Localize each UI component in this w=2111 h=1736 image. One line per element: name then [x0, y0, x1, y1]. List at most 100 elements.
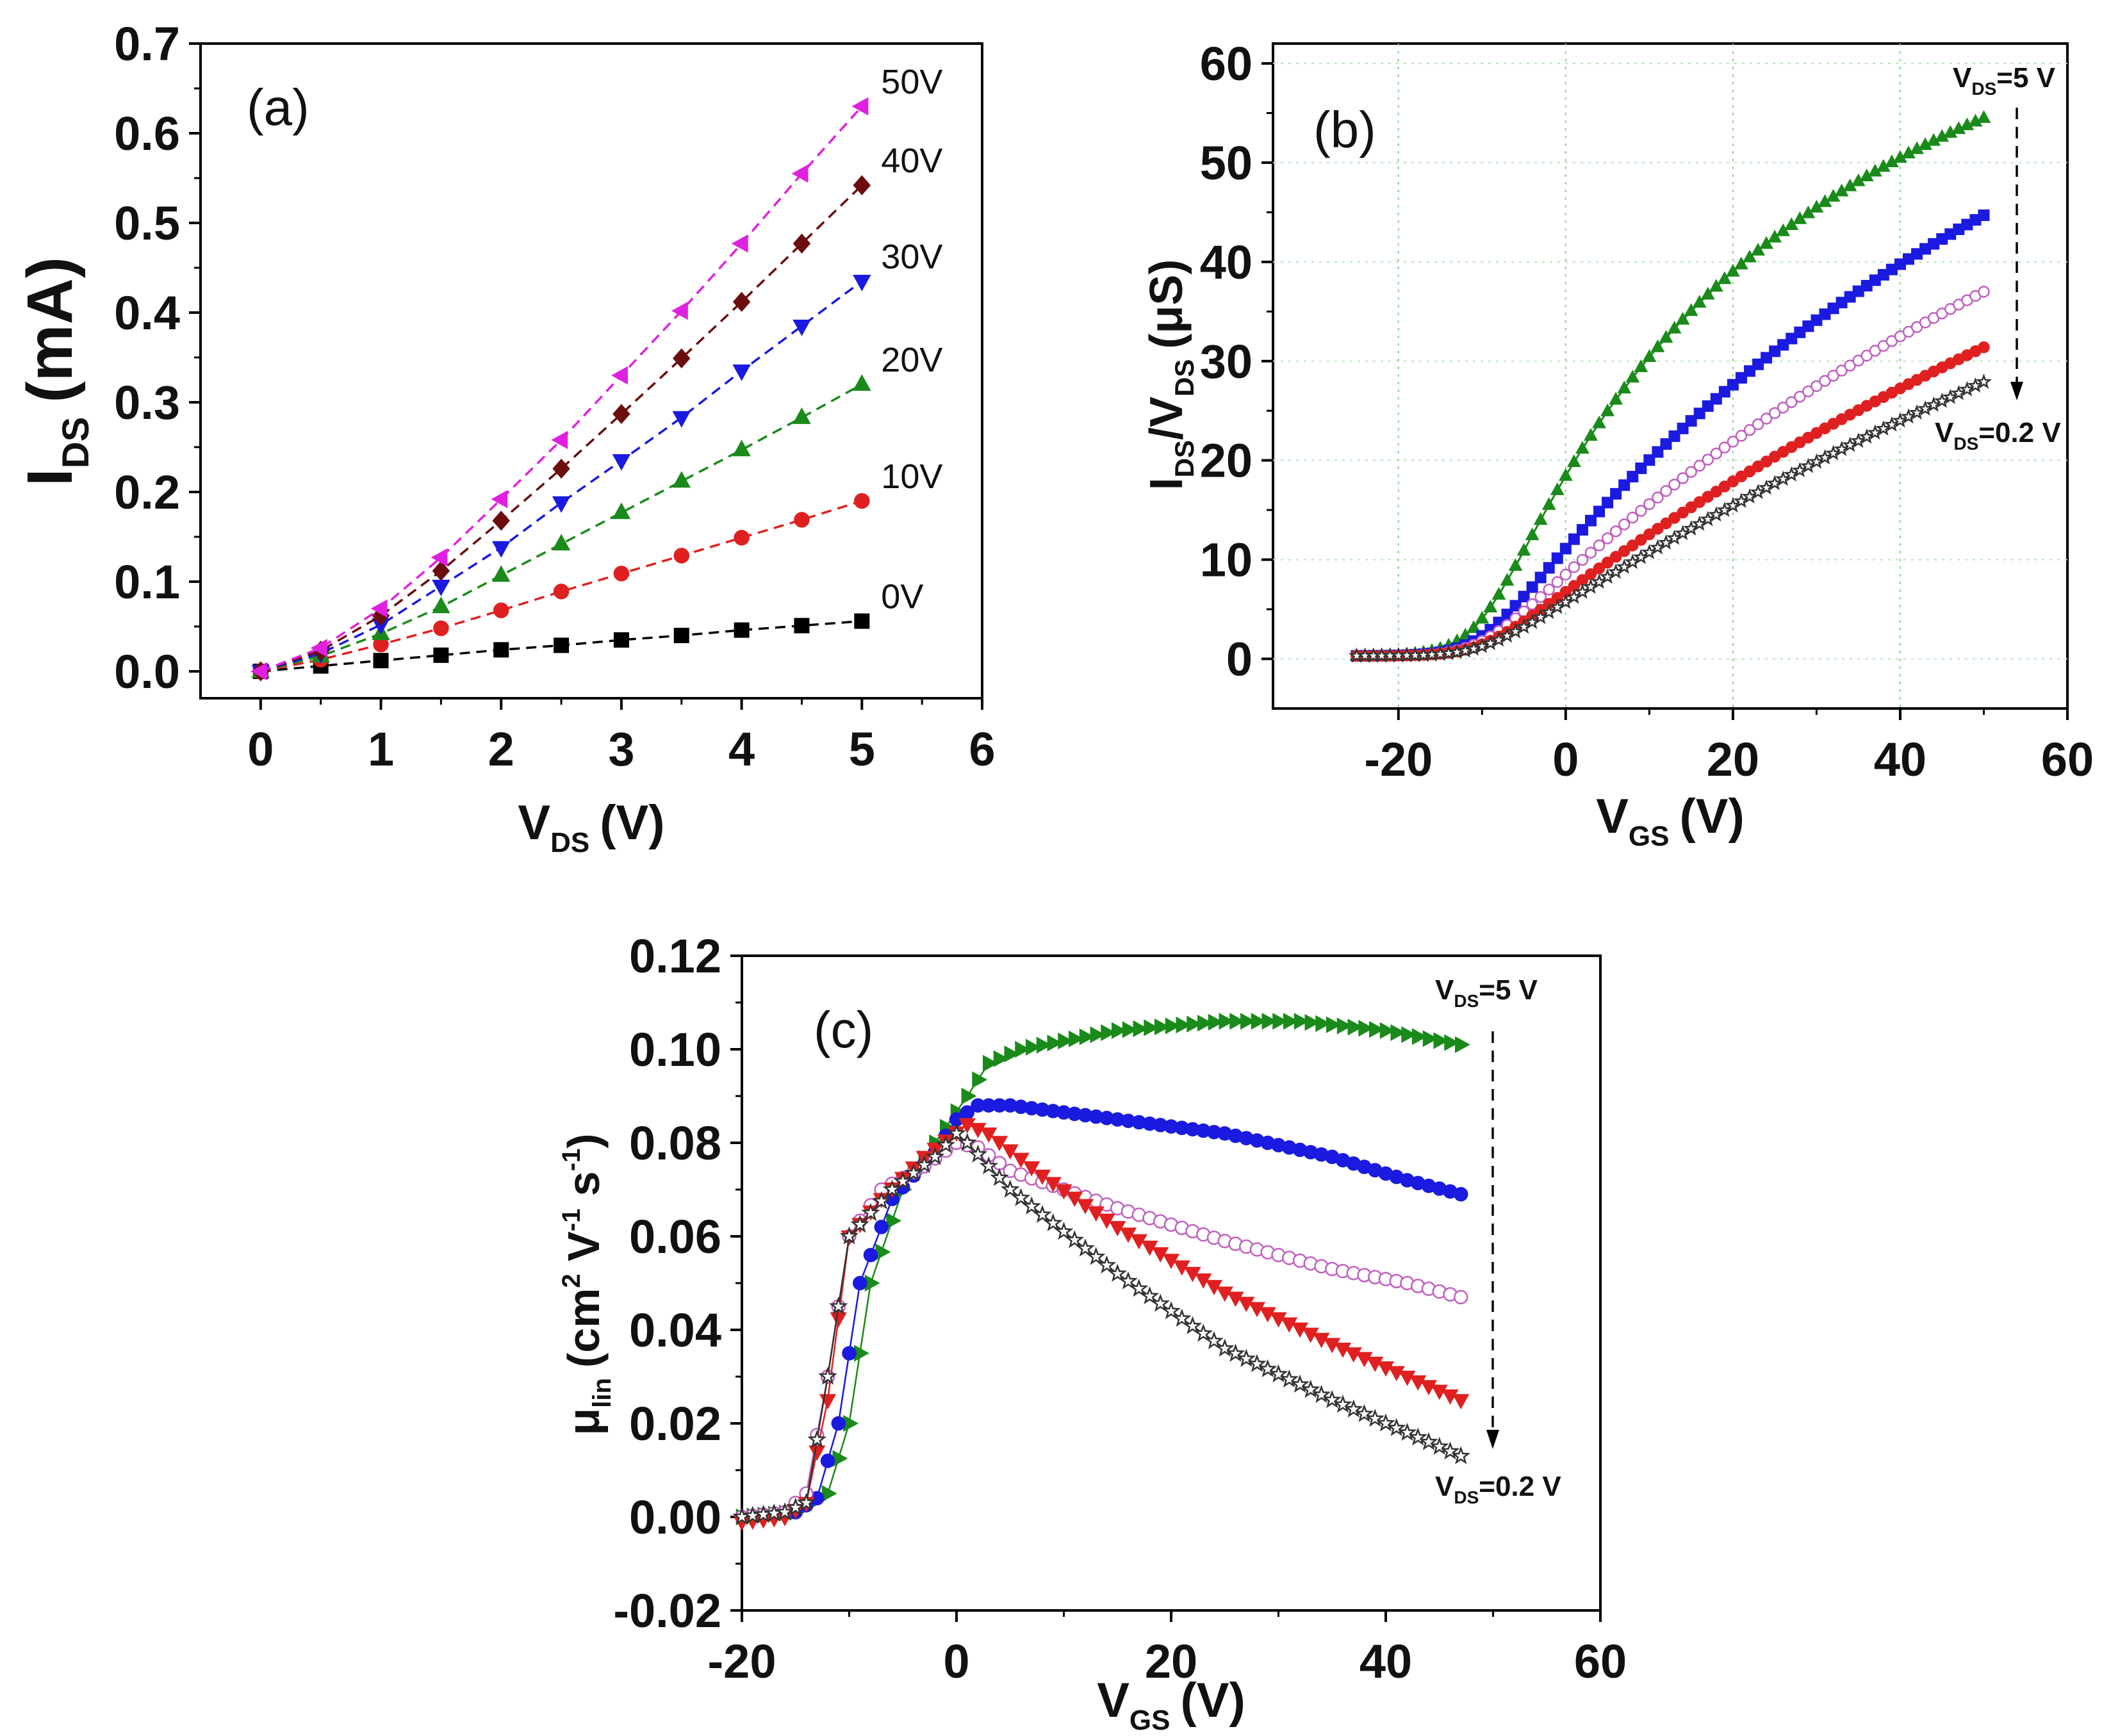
panel-c-data-point	[1356, 1352, 1373, 1368]
panel-a-data-point	[552, 458, 570, 479]
panel-c-data-point	[1219, 1013, 1235, 1030]
panel-a-data-point	[794, 512, 810, 528]
panel-c-x-title-sub: GS	[1129, 1705, 1170, 1736]
panel-b-data-point	[1541, 497, 1556, 510]
panel-c-y-title: μlin(cm2 V-1 s-1)	[557, 1133, 616, 1435]
panel-b-data-point	[1551, 576, 1564, 588]
panel-b-data-point	[1635, 534, 1647, 546]
panel-c-data-point	[893, 1171, 913, 1190]
panel-c-data-point	[1165, 1017, 1181, 1035]
panel-c-data-point	[1044, 1177, 1062, 1193]
panel-a-series-40V	[252, 175, 871, 682]
panel-c-data-point	[828, 1296, 848, 1315]
panel-b-data-point	[1836, 364, 1848, 377]
panel-b-data-point	[1684, 303, 1698, 316]
panel-b-annotation-bottom-rest: =0.2 V	[1978, 417, 2061, 448]
panel-b-data-point	[1959, 381, 1975, 397]
panel-c-data-point	[1261, 1013, 1277, 1030]
panel-c-data-point	[1315, 1015, 1331, 1032]
panel-a-data-point	[492, 511, 510, 531]
panel-c-x-title-main: V	[1097, 1673, 1129, 1728]
panel-b-annotation-top-v: V	[1953, 62, 1972, 94]
panel-a-y-title: IDS (mA)	[14, 257, 97, 486]
panel-b-data-point	[1593, 539, 1606, 552]
panel-a-xtick-label: 5	[849, 723, 875, 776]
panel-a-data-point	[492, 565, 511, 582]
panel-c-data-point	[925, 1147, 945, 1165]
panel-c-data-point	[1354, 1404, 1374, 1423]
panel-a-series-line	[260, 280, 863, 673]
panel-c-y-title-sup-b: -1	[557, 1209, 586, 1232]
panel-b-annotation-bottom-v: V	[1935, 417, 1954, 448]
panel-b-data-point	[1734, 256, 1748, 270]
panel-a-data-point	[673, 348, 691, 369]
panel-b-data-point	[1766, 475, 1783, 491]
panel-b-data-point	[1791, 462, 1808, 478]
panel-b-data-point	[1534, 591, 1547, 603]
panel-c-data-point	[1144, 1019, 1160, 1036]
panel-c-data-point	[1247, 1354, 1267, 1372]
panel-c-y-title-unit-c: s	[559, 1171, 609, 1208]
panel-a-data-point	[612, 404, 630, 424]
panel-c-series-VDS=0.2-V	[732, 1123, 1471, 1525]
panel-c-data-point	[1294, 1013, 1310, 1030]
panel-b-data-point	[1811, 380, 1823, 392]
panel-a-data-point	[552, 496, 571, 513]
panel-c-data-point	[1433, 1032, 1449, 1049]
panel-a-series-10V	[252, 493, 870, 680]
panel-c-data-point	[957, 1133, 977, 1151]
panel-b-data-point	[1702, 400, 1714, 412]
panel-b-data-point	[1710, 486, 1723, 498]
panel-b-data-point	[1558, 468, 1573, 481]
panel-c-data-point	[1026, 1038, 1041, 1056]
panel-b-data-point	[1643, 454, 1655, 466]
panel-b-data-point	[1816, 449, 1834, 465]
panel-b-data-point	[1635, 505, 1647, 517]
panel-c-data-point	[1033, 1169, 1051, 1185]
panel-c-data-point	[969, 1122, 987, 1138]
panel-b-data-point	[1827, 370, 1839, 382]
panel-b-data-point	[1627, 539, 1639, 552]
panel-b-vds-arrowhead	[2010, 382, 2023, 400]
panel-b-annotation-top-sub: DS	[1971, 79, 1996, 99]
panel-b-y-title-sub: DS	[1169, 440, 1199, 477]
panel-c-data-point	[1369, 1020, 1384, 1038]
panel-b-data-point	[1759, 236, 1774, 249]
panel-a-data-point	[433, 620, 449, 637]
panel-b-ytick-label: 0	[1226, 633, 1253, 686]
panel-b-data-point	[1609, 550, 1622, 563]
panel-a-y-title-main: I	[14, 468, 86, 486]
panel-b-data-point	[1827, 302, 1839, 315]
panel-b-data-point	[1850, 432, 1867, 448]
panel-a-series-line	[260, 184, 863, 673]
panel-b-data-point	[1950, 384, 1967, 400]
panel-c-data-point	[861, 1202, 880, 1222]
panel-c-data-point	[821, 1485, 837, 1502]
panel-c-data-point	[1122, 1021, 1138, 1038]
panel-c-y-title-unit-a: (cm	[559, 1288, 609, 1368]
panel-b-data-point	[1526, 581, 1538, 593]
panel-b-data-point	[1735, 430, 1748, 442]
panel-b-data-point	[1725, 263, 1740, 277]
panel-c-data-point	[1033, 1204, 1052, 1224]
panel-c-data-point	[1226, 1343, 1245, 1362]
panel-a-plot-frame	[199, 42, 983, 700]
panel-c-data-point	[1015, 1040, 1031, 1058]
panel-c-data-point	[871, 1191, 891, 1209]
panel-b-data-point	[1575, 441, 1589, 454]
panel-c-data-point	[1086, 1247, 1106, 1265]
panel-b-data-point	[1641, 544, 1657, 560]
panel-c-data-point	[886, 1212, 902, 1229]
panel-b-data-point	[1660, 438, 1672, 450]
panel-b-data-point	[1627, 471, 1639, 483]
panel-b-data-point	[1677, 472, 1689, 484]
panel-b-data-point	[1600, 403, 1615, 416]
panel-b-data-point	[1825, 445, 1842, 461]
panel-a-data-point	[672, 471, 691, 488]
panel-c-ytick-label: 0.00	[629, 1491, 721, 1544]
panel-b-data-point	[1819, 308, 1831, 320]
panel-b-data-point	[1934, 392, 1950, 408]
panel-b-data-point	[1758, 479, 1775, 495]
panel-b-data-point	[1802, 385, 1814, 398]
panel-c-data-point	[1076, 1199, 1094, 1215]
